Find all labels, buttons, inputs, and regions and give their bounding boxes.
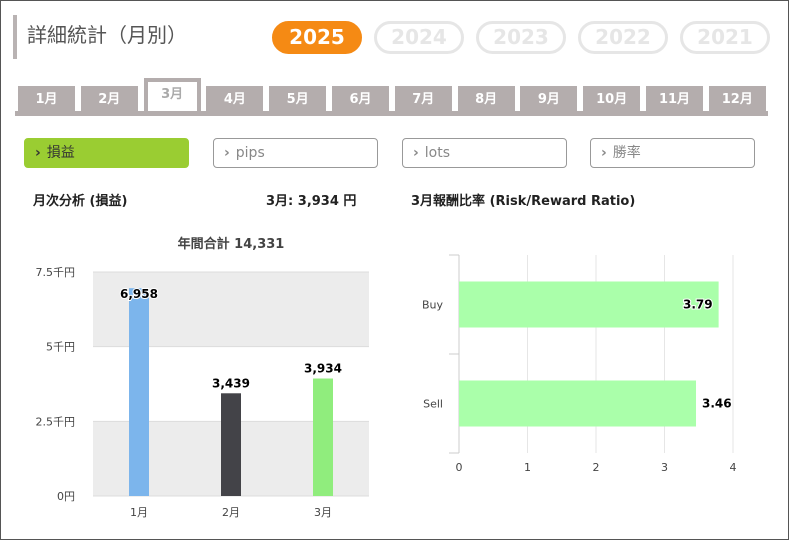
bar-value-label: 3.46 [702, 397, 732, 411]
bar-value-label: 6,958 [120, 287, 158, 301]
bar-1[interactable] [129, 288, 149, 496]
x-tick-label: 1 [524, 461, 531, 474]
x-tick-label: 0 [456, 461, 463, 474]
y-tick-label: 2.5千円 [36, 415, 76, 428]
metric-label: lots [424, 145, 451, 161]
page-title: 詳細統計（月別） [13, 15, 187, 59]
month-tab-10[interactable]: 10月 [583, 86, 641, 111]
month-tab-1[interactable]: 1月 [18, 86, 75, 111]
chevron-right-icon: › [413, 145, 419, 161]
month-tab-2[interactable]: 2月 [80, 86, 138, 111]
monthly-profit-chart: 年間合計 14,331 0円 2.5千円 5千円 7.5千円 6,958 1月 3,439 2月… [36, 236, 369, 519]
month-tab-9[interactable]: 9月 [520, 86, 578, 111]
month-tab-6[interactable]: 6月 [332, 86, 389, 111]
chevron-right-icon: › [601, 145, 607, 161]
metric-button-profit[interactable]: › 損益 [24, 138, 189, 168]
x-tick-label: 1月 [130, 506, 148, 519]
chart-title: 年間合計 14,331 [178, 236, 285, 252]
month-tab-4[interactable]: 4月 [206, 86, 264, 111]
month-tab-3[interactable]: 3月 [143, 78, 201, 111]
bar-value-label: 3.79 [683, 298, 713, 312]
month-tabs: 1月 2月 3月 4月 5月 6月 7月 8月 9月 10月 11月 12月 [15, 78, 768, 116]
x-tick-label: 4 [730, 461, 737, 474]
month-tab-8[interactable]: 8月 [457, 86, 515, 111]
y-tick-label: Sell [423, 398, 443, 411]
x-tick-label: 3月 [314, 506, 332, 519]
year-button-2024[interactable]: 2024 [374, 21, 464, 54]
x-tick-label: 2 [593, 461, 600, 474]
monthly-summary: 3月: 3,934 円 [266, 194, 357, 209]
risk-reward-chart: 0 1 2 3 4 Buy 3.79 Sell 3.46 [422, 254, 737, 474]
y-tick-label: 0円 [57, 490, 75, 503]
chevron-right-icon: › [35, 145, 41, 161]
month-tab-12[interactable]: 12月 [708, 86, 766, 111]
metric-label: 損益 [46, 145, 75, 161]
year-button-2025[interactable]: 2025 [272, 21, 362, 54]
metric-label: pips [235, 145, 265, 161]
bar-2[interactable] [221, 393, 241, 496]
left-panel-title: 月次分析 (損益) [33, 194, 128, 209]
metric-button-winrate[interactable]: › 勝率 [590, 138, 755, 168]
year-button-2021[interactable]: 2021 [680, 21, 770, 54]
x-tick-label: 3 [661, 461, 668, 474]
month-tab-11[interactable]: 11月 [646, 86, 703, 111]
bar-3[interactable] [313, 378, 333, 496]
year-button-2022[interactable]: 2022 [578, 21, 668, 54]
y-tick-label: 7.5千円 [36, 266, 76, 279]
month-tab-7[interactable]: 7月 [394, 86, 452, 111]
y-tick-label: 5千円 [46, 341, 75, 354]
hbar-buy[interactable] [459, 281, 719, 328]
year-selector: 2025 2024 2023 2022 2021 [272, 21, 770, 54]
year-button-2023[interactable]: 2023 [476, 21, 566, 54]
bar-value-label: 3,934 [304, 362, 342, 376]
chevron-right-icon: › [224, 145, 230, 161]
metric-button-pips[interactable]: › pips [213, 138, 378, 168]
metric-label: 勝率 [612, 145, 641, 161]
hbar-sell[interactable] [459, 380, 697, 427]
month-tab-5[interactable]: 5月 [269, 86, 327, 111]
bar-value-label: 3,439 [212, 376, 250, 390]
x-tick-label: 2月 [222, 506, 240, 519]
metric-button-lots[interactable]: › lots [402, 138, 567, 168]
y-tick-label: Buy [422, 299, 444, 312]
right-panel-title: 3月報酬比率 (Risk/Reward Ratio) [411, 194, 636, 209]
